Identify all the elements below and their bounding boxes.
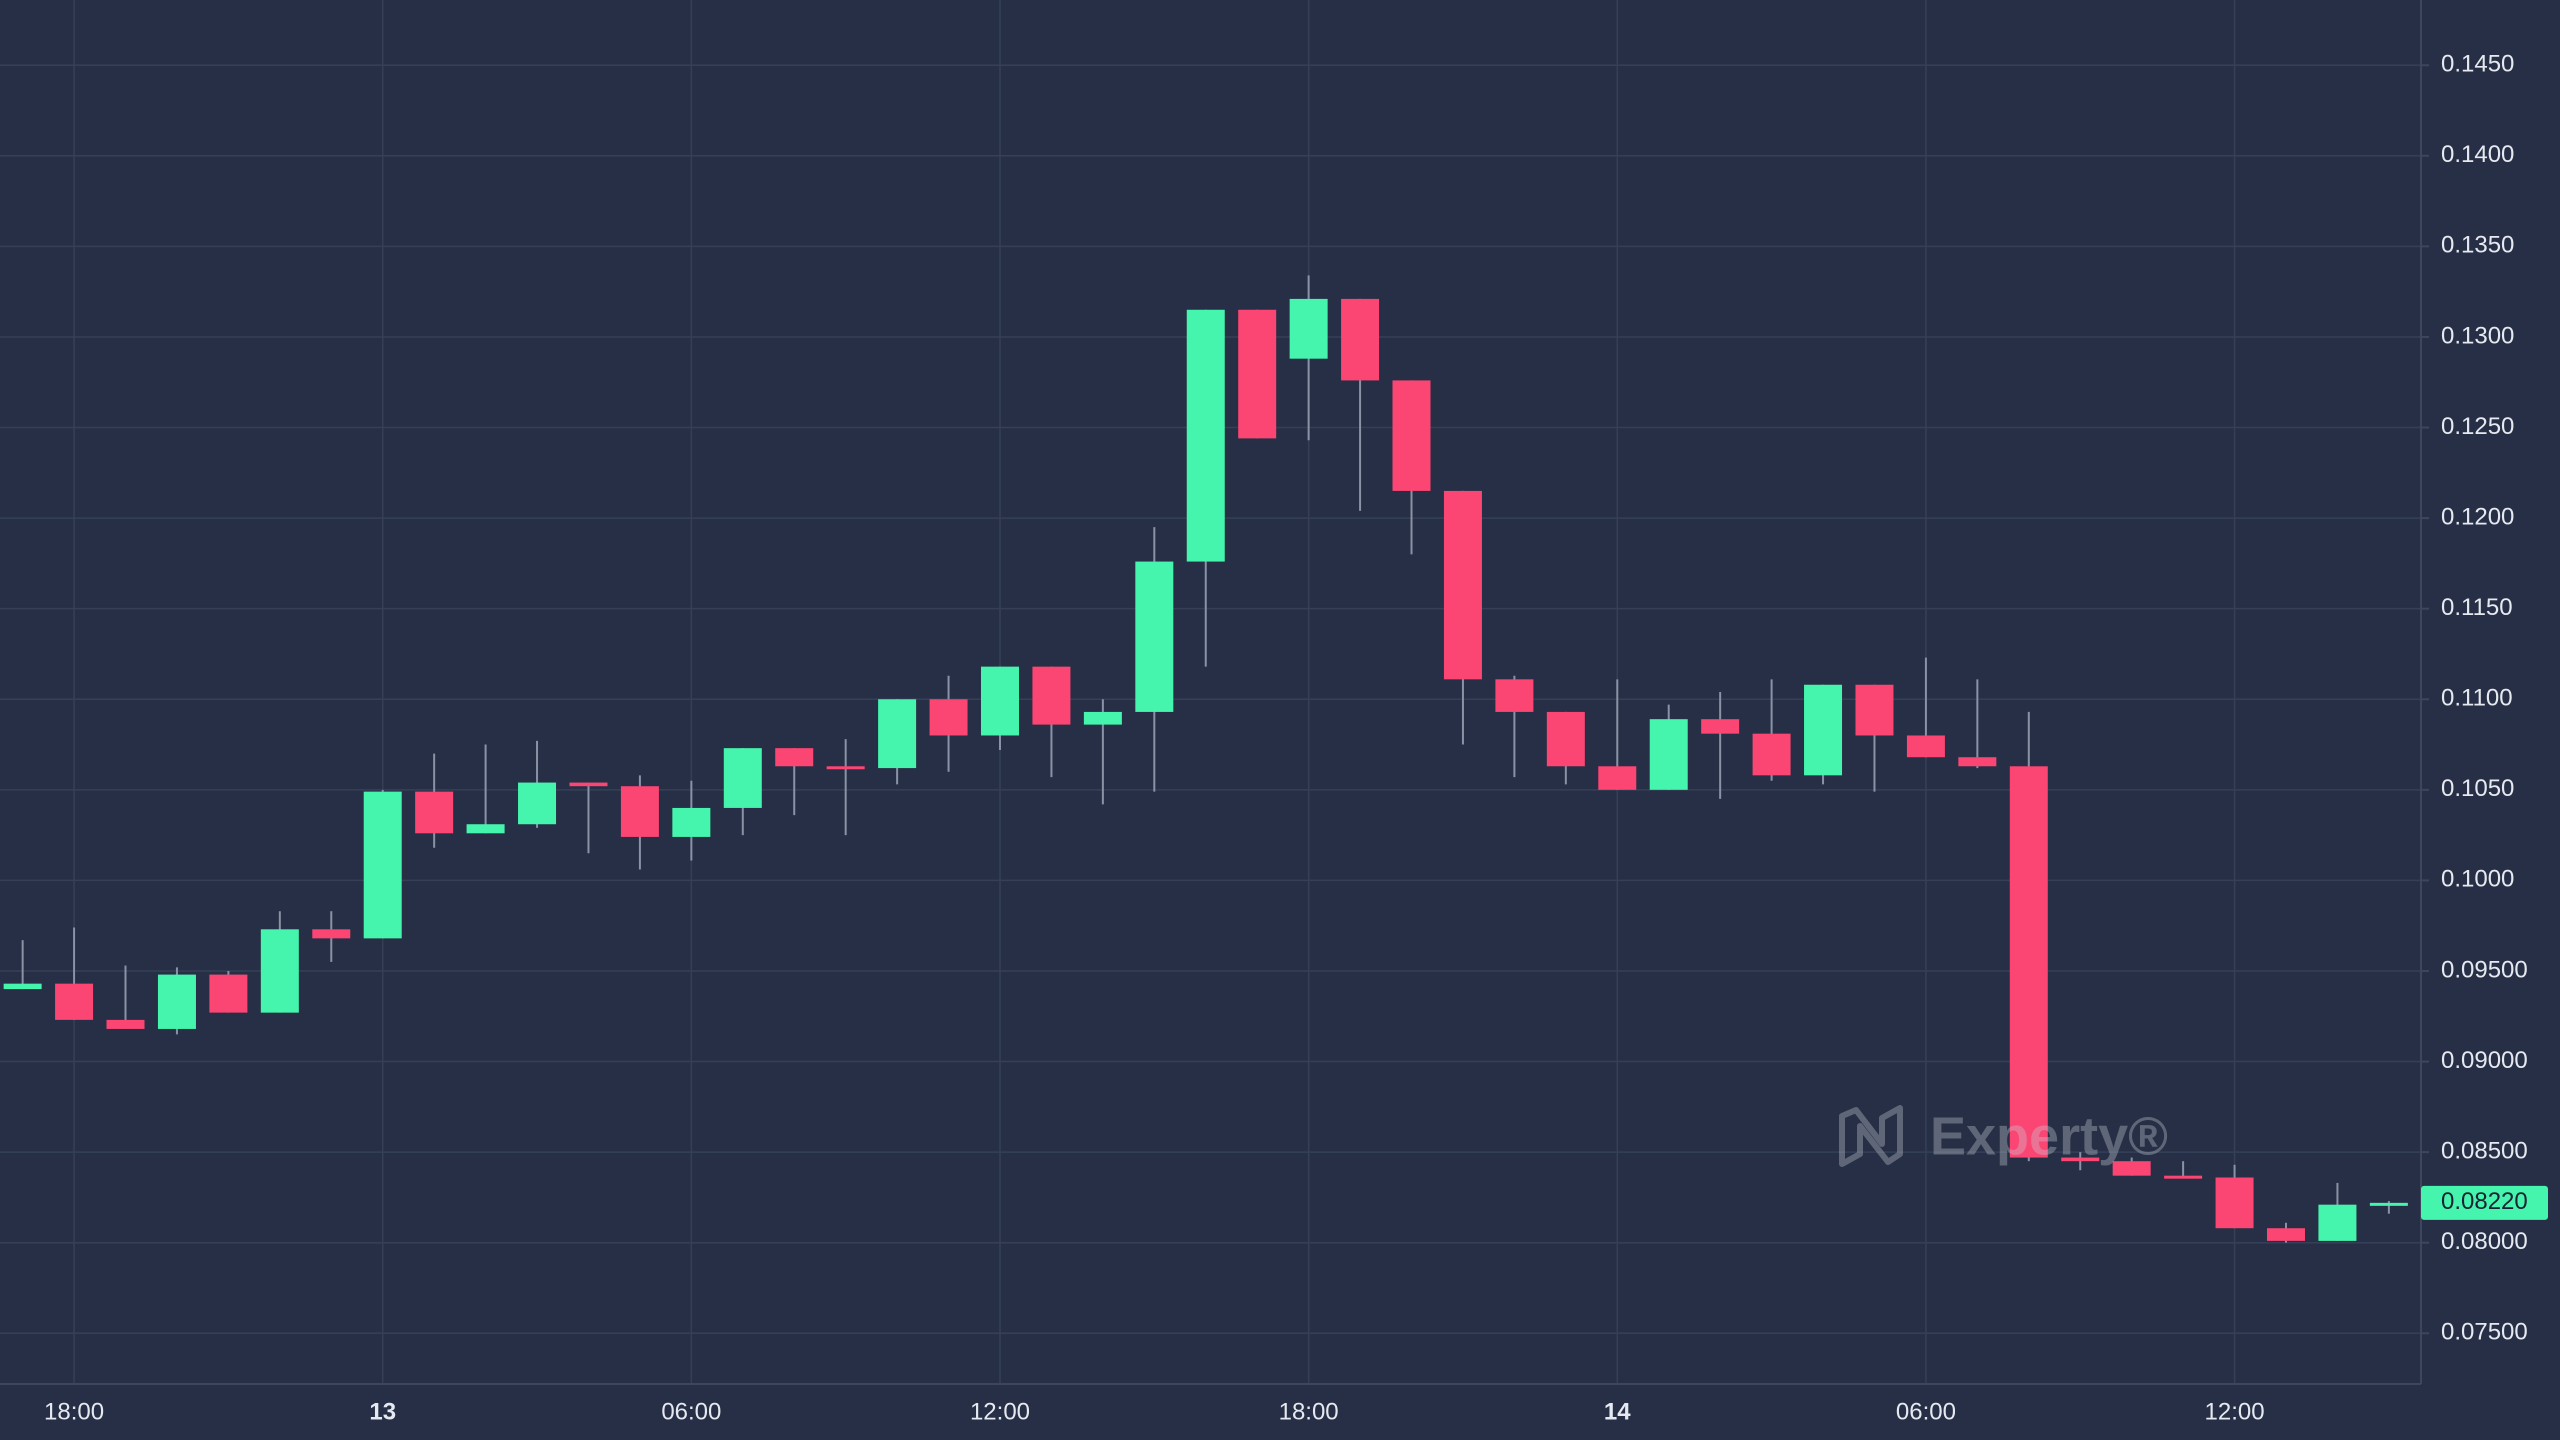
candle-body bbox=[415, 791, 454, 834]
y-tick-label: 0.1250 bbox=[2441, 413, 2514, 440]
candle-body bbox=[1341, 298, 1380, 381]
y-tick-label: 0.1350 bbox=[2441, 232, 2514, 259]
y-tick-label: 0.1300 bbox=[2441, 322, 2514, 349]
y-tick-label: 0.1200 bbox=[2441, 503, 2514, 530]
candle-body bbox=[106, 1019, 145, 1029]
y-tick-label: 0.1400 bbox=[2441, 141, 2514, 168]
candle-body bbox=[1083, 711, 1122, 725]
last-price-label: 0.08220 bbox=[2441, 1188, 2528, 1215]
candle-body bbox=[260, 929, 299, 1013]
candle-body bbox=[1186, 309, 1225, 562]
candle-body bbox=[775, 748, 814, 767]
y-tick-label: 0.09000 bbox=[2441, 1047, 2528, 1074]
candle-body bbox=[1238, 309, 1277, 439]
candle-body bbox=[2164, 1175, 2203, 1179]
candle-body bbox=[1495, 679, 1534, 712]
last-price-tag bbox=[2421, 1185, 2548, 1220]
candle-body bbox=[2112, 1161, 2151, 1176]
x-tick-label: 14 bbox=[1604, 1398, 1631, 1425]
x-tick-label: 12:00 bbox=[970, 1398, 1030, 1425]
candle-body bbox=[980, 666, 1019, 736]
candle-body bbox=[569, 782, 608, 787]
x-tick-label: 12:00 bbox=[2205, 1398, 2265, 1425]
candle-body bbox=[1649, 719, 1688, 790]
candle-body bbox=[55, 983, 94, 1020]
candle-body bbox=[2318, 1204, 2357, 1241]
candle-body bbox=[1598, 766, 1637, 790]
candle-body bbox=[363, 791, 402, 939]
candle-body bbox=[518, 782, 557, 825]
y-tick-label: 0.1150 bbox=[2441, 594, 2513, 621]
y-tick-label: 0.1450 bbox=[2441, 51, 2514, 78]
grid bbox=[0, 0, 2421, 1384]
candle-body bbox=[1906, 735, 1945, 758]
candle-body bbox=[1804, 684, 1843, 776]
y-tick-label: 0.1000 bbox=[2441, 866, 2514, 893]
candle-body bbox=[1392, 380, 1431, 491]
candle-body bbox=[1135, 561, 1174, 712]
candle-body bbox=[1958, 757, 1997, 767]
y-tick-label: 0.1050 bbox=[2441, 775, 2514, 802]
candle-body bbox=[929, 699, 968, 736]
watermark-text: Experty® bbox=[1930, 1106, 2168, 1166]
candle-body bbox=[1546, 711, 1585, 767]
candle-body bbox=[157, 974, 196, 1029]
y-tick-label: 0.09500 bbox=[2441, 956, 2528, 983]
candles bbox=[3, 275, 2408, 1243]
y-tick-label: 0.08500 bbox=[2441, 1137, 2528, 1164]
candle-body bbox=[466, 824, 505, 834]
candle-body bbox=[878, 699, 917, 769]
candle-body bbox=[672, 807, 711, 837]
y-tick-label: 0.07500 bbox=[2441, 1319, 2528, 1346]
x-tick-label: 13 bbox=[369, 1398, 396, 1425]
candle-body bbox=[2266, 1228, 2305, 1241]
candle-body bbox=[2061, 1157, 2100, 1162]
x-tick-label: 18:00 bbox=[44, 1398, 104, 1425]
candle-body bbox=[620, 786, 659, 837]
candle-body bbox=[2369, 1202, 2408, 1206]
y-tick-label: 0.1100 bbox=[2441, 685, 2513, 712]
candle-body bbox=[723, 748, 762, 808]
candle-body bbox=[2009, 766, 2048, 1158]
candle-body bbox=[3, 983, 42, 990]
candle-body bbox=[1289, 298, 1328, 359]
candle-body bbox=[312, 929, 351, 939]
watermark-logo bbox=[1839, 1105, 1903, 1167]
candle-body bbox=[826, 766, 865, 770]
candle-body bbox=[209, 974, 248, 1013]
candle-body bbox=[1032, 666, 1071, 725]
candle-body bbox=[1701, 719, 1740, 734]
x-tick-label: 06:00 bbox=[661, 1398, 721, 1425]
candle-body bbox=[2215, 1177, 2254, 1229]
x-tick-label: 18:00 bbox=[1279, 1398, 1339, 1425]
candle-body bbox=[1443, 490, 1482, 680]
watermark: Experty® bbox=[1839, 1105, 2168, 1167]
y-tick-label: 0.08000 bbox=[2441, 1228, 2528, 1255]
candle-body bbox=[1855, 684, 1894, 736]
x-tick-label: 06:00 bbox=[1896, 1398, 1956, 1425]
candle-body bbox=[1752, 733, 1791, 776]
axes: 0.07500 0.08000 0.08500 0.09000 0.09500 0.100… bbox=[44, 51, 2548, 1425]
